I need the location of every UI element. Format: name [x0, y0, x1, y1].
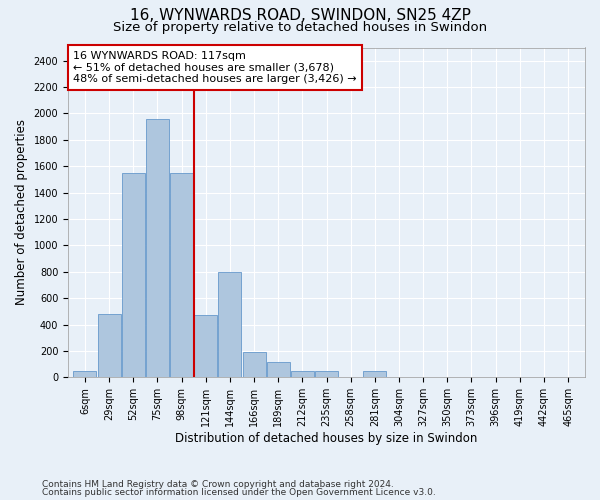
- Bar: [315, 371, 338, 378]
- Bar: [364, 371, 386, 378]
- X-axis label: Distribution of detached houses by size in Swindon: Distribution of detached houses by size …: [175, 432, 478, 445]
- Bar: [291, 371, 314, 378]
- Bar: [194, 316, 217, 378]
- Bar: [98, 314, 121, 378]
- Bar: [146, 118, 169, 378]
- Bar: [218, 272, 241, 378]
- Bar: [267, 362, 290, 378]
- Bar: [242, 352, 266, 378]
- Bar: [122, 173, 145, 378]
- Y-axis label: Number of detached properties: Number of detached properties: [15, 120, 28, 306]
- Text: Contains public sector information licensed under the Open Government Licence v3: Contains public sector information licen…: [42, 488, 436, 497]
- Bar: [73, 371, 97, 378]
- Text: 16 WYNWARDS ROAD: 117sqm
← 51% of detached houses are smaller (3,678)
48% of sem: 16 WYNWARDS ROAD: 117sqm ← 51% of detach…: [73, 51, 357, 84]
- Text: 16, WYNWARDS ROAD, SWINDON, SN25 4ZP: 16, WYNWARDS ROAD, SWINDON, SN25 4ZP: [130, 8, 470, 22]
- Bar: [170, 173, 193, 378]
- Text: Contains HM Land Registry data © Crown copyright and database right 2024.: Contains HM Land Registry data © Crown c…: [42, 480, 394, 489]
- Text: Size of property relative to detached houses in Swindon: Size of property relative to detached ho…: [113, 21, 487, 34]
